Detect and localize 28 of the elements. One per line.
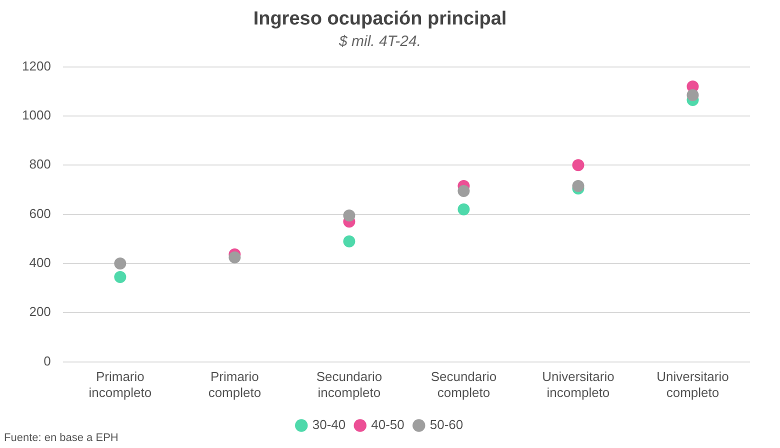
y-tick-label: 0 [44, 353, 51, 368]
point [228, 251, 241, 264]
x-tick-label: Universitario completo [656, 369, 729, 400]
y-tick-label: 600 [29, 206, 51, 221]
source-note: Fuente: en base a EPH [4, 432, 118, 444]
point [458, 184, 470, 197]
x-tick-label: Secundario completo [430, 369, 497, 400]
x-tick-label: Primario completo [208, 369, 262, 400]
point [686, 89, 699, 102]
x-tick-label: Universitario incompleto [542, 369, 614, 400]
legend-label: 40-50 [371, 417, 404, 432]
legend-label: 50-60 [430, 417, 464, 432]
point [458, 203, 470, 216]
y-tick-label: 200 [29, 304, 51, 320]
chart-subtitle: $ mil. 4T-24. [338, 32, 421, 50]
point [343, 235, 356, 248]
point [114, 257, 126, 270]
y-tick-label: 1200 [22, 58, 51, 74]
x-tick-label: Primario incompleto [88, 369, 152, 400]
point [343, 210, 356, 222]
y-tick-label: 1000 [22, 108, 51, 123]
legend-label: 30-40 [312, 417, 346, 432]
point [114, 270, 126, 283]
chart-title: Ingreso ocupación principal [253, 8, 507, 30]
y-tick-label: 400 [29, 255, 51, 270]
y-tick-label: 800 [29, 156, 51, 172]
x-tick-label: Secundario incompleto [316, 369, 382, 400]
point [572, 159, 584, 172]
